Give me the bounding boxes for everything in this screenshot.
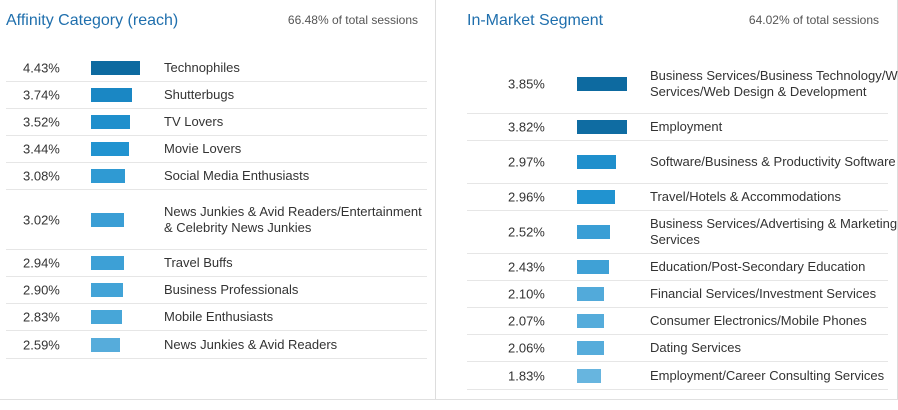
percentage-bar xyxy=(91,115,130,129)
percentage-bar xyxy=(577,368,601,383)
segment-label[interactable]: Business Services/Advertising & Marketin… xyxy=(650,216,898,247)
table-row: 2.52% Business Services/Advertising & Mar… xyxy=(467,211,897,254)
segment-label[interactable]: Movie Lovers xyxy=(164,141,242,156)
percentage-bar xyxy=(91,88,132,102)
table-row: 4.43% Technophiles xyxy=(6,54,427,82)
panel-title[interactable]: Affinity Category (reach) xyxy=(6,12,179,29)
table-row: 3.02% News Junkies & Avid Readers/Enterta… xyxy=(6,190,427,250)
percentage-value: 2.59% xyxy=(23,337,60,352)
affinity-rows: 4.43% Technophiles 3.74% Shutterbugs 3.52% TV… xyxy=(6,54,427,359)
percentage-value: 2.07% xyxy=(508,313,545,329)
segment-label[interactable]: Shutterbugs xyxy=(164,87,235,102)
segment-label[interactable]: Financial Services/Investment Services xyxy=(650,286,877,301)
percentage-bar xyxy=(91,169,125,183)
percentage-bar xyxy=(577,287,604,301)
table-row: 3.08% Social Media Enthusiasts xyxy=(6,163,427,190)
percentage-value: 3.82% xyxy=(508,119,545,135)
percentage-bar xyxy=(91,283,123,297)
divider xyxy=(0,399,898,400)
table-row: 3.82% Employment xyxy=(467,114,888,141)
percentage-value: 2.83% xyxy=(23,309,60,325)
percentage-bar xyxy=(91,60,140,75)
percentage-bar xyxy=(577,155,616,169)
percentage-bar xyxy=(91,212,124,227)
percentage-value: 2.94% xyxy=(23,255,60,271)
table-row: 2.83% Mobile Enthusiasts xyxy=(6,304,427,331)
percentage-value: 2.06% xyxy=(508,340,545,356)
total-sessions-note: 64.02% of total sessions xyxy=(748,13,879,27)
percentage-value: 2.96% xyxy=(508,189,545,205)
percentage-value: 3.85% xyxy=(508,76,545,91)
table-row: 2.96% Travel/Hotels & Accommodations xyxy=(467,184,888,211)
segment-label[interactable]: Social Media Enthusiasts xyxy=(164,168,310,183)
panel-title[interactable]: In-Market Segment xyxy=(467,12,604,29)
percentage-bar xyxy=(91,337,120,352)
table-row: 3.74% Shutterbugs xyxy=(6,82,427,109)
segment-label[interactable]: Dating Services xyxy=(650,340,742,355)
percentage-value: 3.02% xyxy=(23,212,60,227)
table-row: 3.52% TV Lovers xyxy=(6,109,427,136)
segment-label[interactable]: Travel Buffs xyxy=(164,255,233,270)
table-row: 2.94% Travel Buffs xyxy=(6,250,427,277)
table-row: 2.43% Education/Post-Secondary Education xyxy=(467,254,888,281)
percentage-bar xyxy=(577,120,627,134)
segment-label[interactable]: Consumer Electronics/Mobile Phones xyxy=(650,313,867,328)
segment-label[interactable]: Technophiles xyxy=(164,59,240,75)
total-sessions-note: 66.48% of total sessions xyxy=(287,13,418,27)
percentage-value: 3.08% xyxy=(23,168,60,184)
table-row: 2.90% Business Professionals xyxy=(6,277,427,304)
segment-label[interactable]: Employment xyxy=(650,119,723,134)
segment-label[interactable]: Mobile Enthusiasts xyxy=(164,309,274,324)
percentage-bar xyxy=(577,76,627,91)
segment-label[interactable]: Software/Business & Productivity Softwar… xyxy=(650,154,896,169)
segment-label[interactable]: Employment/Career Consulting Services xyxy=(650,367,885,383)
percentage-value: 2.43% xyxy=(508,259,545,275)
percentage-value: 2.10% xyxy=(508,286,545,302)
percentage-value: 3.52% xyxy=(23,114,60,130)
table-row: 2.10% Financial Services/Investment Servi… xyxy=(467,281,888,308)
table-row: 2.06% Dating Services xyxy=(467,335,888,362)
percentage-value: 2.90% xyxy=(23,282,60,298)
percentage-value: 2.52% xyxy=(508,224,545,240)
table-row: 3.85% Business Services/Business Technolo… xyxy=(467,54,898,114)
affinity-category-panel: Affinity Category (reach) 66.48% of tota… xyxy=(0,0,436,400)
percentage-bar xyxy=(577,314,604,328)
percentage-bar xyxy=(577,260,609,274)
percentage-bar xyxy=(577,190,615,204)
percentage-bar xyxy=(91,142,129,156)
table-row: 1.83% Employment/Career Consulting Servic… xyxy=(467,362,888,390)
percentage-bar xyxy=(577,341,604,355)
in-market-rows: 3.85% Business Services/Business Technolo… xyxy=(467,54,898,390)
percentage-bar xyxy=(577,225,610,239)
percentage-value: 3.44% xyxy=(23,141,60,157)
segment-label[interactable]: Education/Post-Secondary Education xyxy=(650,259,866,274)
percentage-value: 1.83% xyxy=(508,368,545,383)
segment-label[interactable]: News Junkies & Avid Readers/Entertainmen… xyxy=(164,203,422,235)
percentage-bar xyxy=(91,310,122,324)
table-row: 2.07% Consumer Electronics/Mobile Phones xyxy=(467,308,888,335)
percentage-value: 2.97% xyxy=(508,154,545,170)
table-row: 3.44% Movie Lovers xyxy=(6,136,427,163)
table-row: 2.97% Software/Business & Productivity So… xyxy=(467,141,896,184)
percentage-value: 3.74% xyxy=(23,87,60,103)
percentage-bar xyxy=(91,256,124,270)
percentage-value: 4.43% xyxy=(23,60,60,75)
in-market-segment-panel: In-Market Segment 64.02% of total sessio… xyxy=(437,0,898,400)
segment-label[interactable]: TV Lovers xyxy=(164,114,224,129)
segment-label[interactable]: News Junkies & Avid Readers xyxy=(164,336,338,352)
table-row: 2.59% News Junkies & Avid Readers xyxy=(6,331,427,359)
segment-label[interactable]: Business Services/Business Technology/We… xyxy=(650,67,898,99)
segment-label[interactable]: Business Professionals xyxy=(164,282,299,297)
segment-label[interactable]: Travel/Hotels & Accommodations xyxy=(650,189,841,204)
